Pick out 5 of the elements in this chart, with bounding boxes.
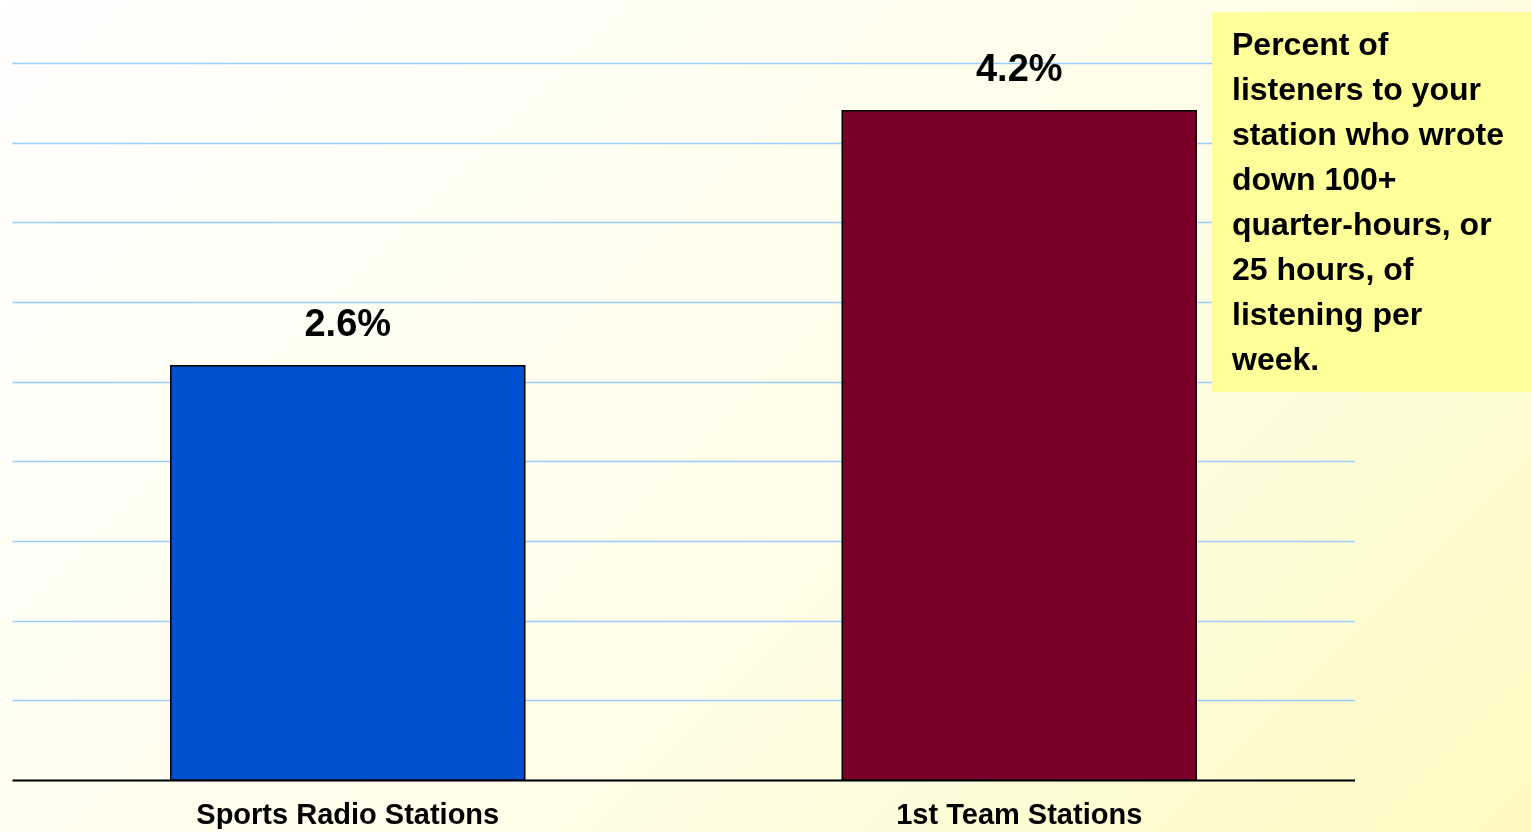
data-label: 4.2% (975, 46, 1063, 89)
x-tick-label: Sports Radio Stations (196, 797, 500, 830)
data-label: 2.6% (304, 301, 392, 344)
x-tick-label: 1st Team Stations (896, 797, 1143, 830)
annotation: Percent of listeners to your station who wrote down 100+ quarter-hours, or 25 hours, of listening per week. (1212, 12, 1531, 392)
